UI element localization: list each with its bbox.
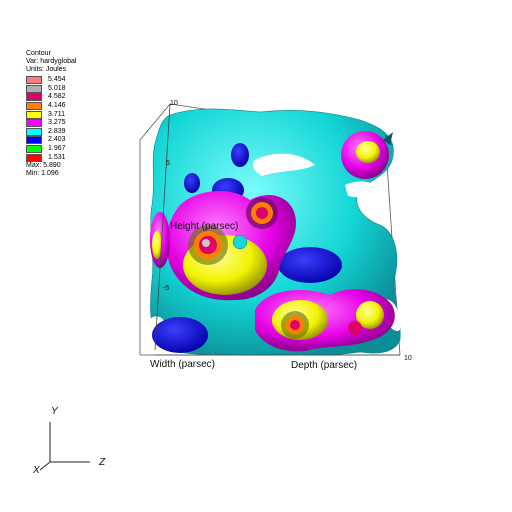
legend-row: 5.454 <box>26 76 76 85</box>
tick-corner: 10 <box>404 355 412 362</box>
contour-legend: Contour Var: hardyglobal Units: Joules 5… <box>26 50 76 178</box>
tick-height-low: -5 <box>163 285 170 292</box>
legend-title: Contour <box>26 50 51 57</box>
triad-z-label: Z <box>99 457 106 468</box>
legend-swatch <box>26 102 42 111</box>
legend-row: 4.146 <box>26 102 76 111</box>
legend-swatches: 5.454 5.018 4.582 4.146 3.711 3.275 2.839 2.403… <box>26 76 76 162</box>
axis-triad: Y Z X <box>20 400 120 490</box>
legend-swatch <box>26 76 42 85</box>
legend-swatch <box>26 84 42 93</box>
legend-swatch <box>26 136 42 145</box>
tick-height-mid: 5 <box>166 160 170 167</box>
isosurface-inner <box>188 197 362 339</box>
legend-level-label: 4.146 <box>48 102 66 110</box>
legend-swatch <box>26 93 42 102</box>
surface-gap <box>252 153 315 176</box>
legend-row: 2.839 <box>26 127 76 137</box>
tick-top: 10 <box>170 100 178 107</box>
legend-row: 1.531 <box>26 153 76 162</box>
legend-swatch <box>26 110 42 119</box>
triad-x-label: X <box>33 465 40 476</box>
legend-row: 1.967 <box>26 145 76 154</box>
legend-level-label: 3.275 <box>48 119 66 127</box>
legend-swatch <box>26 119 42 128</box>
surface-gap <box>345 181 385 198</box>
axis-arrow <box>383 132 393 145</box>
legend-level-label: 5.018 <box>48 84 66 92</box>
legend-row: 3.711 <box>26 110 76 119</box>
legend-swatch <box>26 127 42 136</box>
legend-swatch <box>26 145 42 154</box>
legend-row: 3.275 <box>26 119 76 128</box>
legend-level-label: 5.454 <box>48 76 66 84</box>
legend-level-label: 2.839 <box>48 127 66 135</box>
legend-swatch <box>26 153 42 162</box>
legend-row: 2.403 <box>26 136 76 145</box>
legend-level-label: 1.531 <box>48 153 66 161</box>
triad-y-label: Y <box>51 406 58 417</box>
legend-units: Units: Joules <box>26 66 67 73</box>
legend-level-label: 4.582 <box>48 93 66 101</box>
legend-max: Max: 5.890 <box>26 161 61 169</box>
legend-variable: Var: hardyglobal <box>26 58 77 65</box>
legend-row: 4.582 <box>26 93 76 102</box>
legend-level-label: 3.711 <box>48 110 65 118</box>
legend-level-label: 1.967 <box>48 145 66 153</box>
axis-label-height: Height (parsec) <box>170 221 239 232</box>
axis-label-width: Width (parsec) <box>150 359 216 370</box>
legend-row: 5.018 <box>26 84 76 94</box>
legend-level-label: 2.403 <box>48 136 66 144</box>
axis-label-depth: Depth (parsec) <box>291 360 358 371</box>
legend-min: Min: 1.096 <box>26 169 59 177</box>
